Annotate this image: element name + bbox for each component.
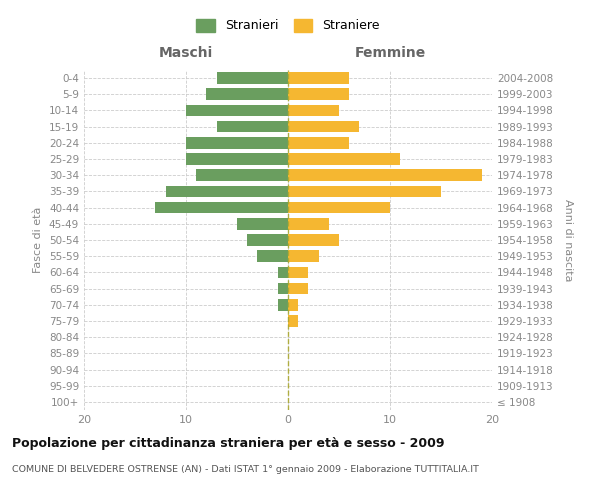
Bar: [288, 170, 482, 181]
Text: Femmine: Femmine: [355, 46, 425, 60]
Text: Maschi: Maschi: [159, 46, 213, 60]
Y-axis label: Anni di nascita: Anni di nascita: [563, 198, 573, 281]
Bar: [237, 218, 288, 230]
Bar: [288, 186, 441, 198]
Bar: [288, 153, 400, 165]
Bar: [288, 137, 349, 148]
Bar: [288, 315, 298, 327]
Bar: [186, 153, 288, 165]
Bar: [288, 282, 308, 294]
Bar: [288, 88, 349, 100]
Bar: [257, 250, 288, 262]
Text: Popolazione per cittadinanza straniera per età e sesso - 2009: Popolazione per cittadinanza straniera p…: [12, 438, 445, 450]
Bar: [186, 104, 288, 117]
Bar: [288, 266, 308, 278]
Y-axis label: Fasce di età: Fasce di età: [34, 207, 43, 273]
Bar: [196, 170, 288, 181]
Bar: [206, 88, 288, 100]
Bar: [278, 282, 288, 294]
Bar: [166, 186, 288, 198]
Bar: [217, 121, 288, 132]
Bar: [155, 202, 288, 213]
Bar: [288, 72, 349, 84]
Bar: [278, 266, 288, 278]
Bar: [288, 202, 390, 213]
Bar: [288, 218, 329, 230]
Bar: [288, 299, 298, 310]
Bar: [288, 104, 339, 117]
Legend: Stranieri, Straniere: Stranieri, Straniere: [193, 15, 383, 36]
Bar: [247, 234, 288, 246]
Bar: [288, 234, 339, 246]
Bar: [186, 137, 288, 148]
Bar: [278, 299, 288, 310]
Bar: [288, 250, 319, 262]
Bar: [217, 72, 288, 84]
Text: COMUNE DI BELVEDERE OSTRENSE (AN) - Dati ISTAT 1° gennaio 2009 - Elaborazione TU: COMUNE DI BELVEDERE OSTRENSE (AN) - Dati…: [12, 466, 479, 474]
Bar: [288, 121, 359, 132]
